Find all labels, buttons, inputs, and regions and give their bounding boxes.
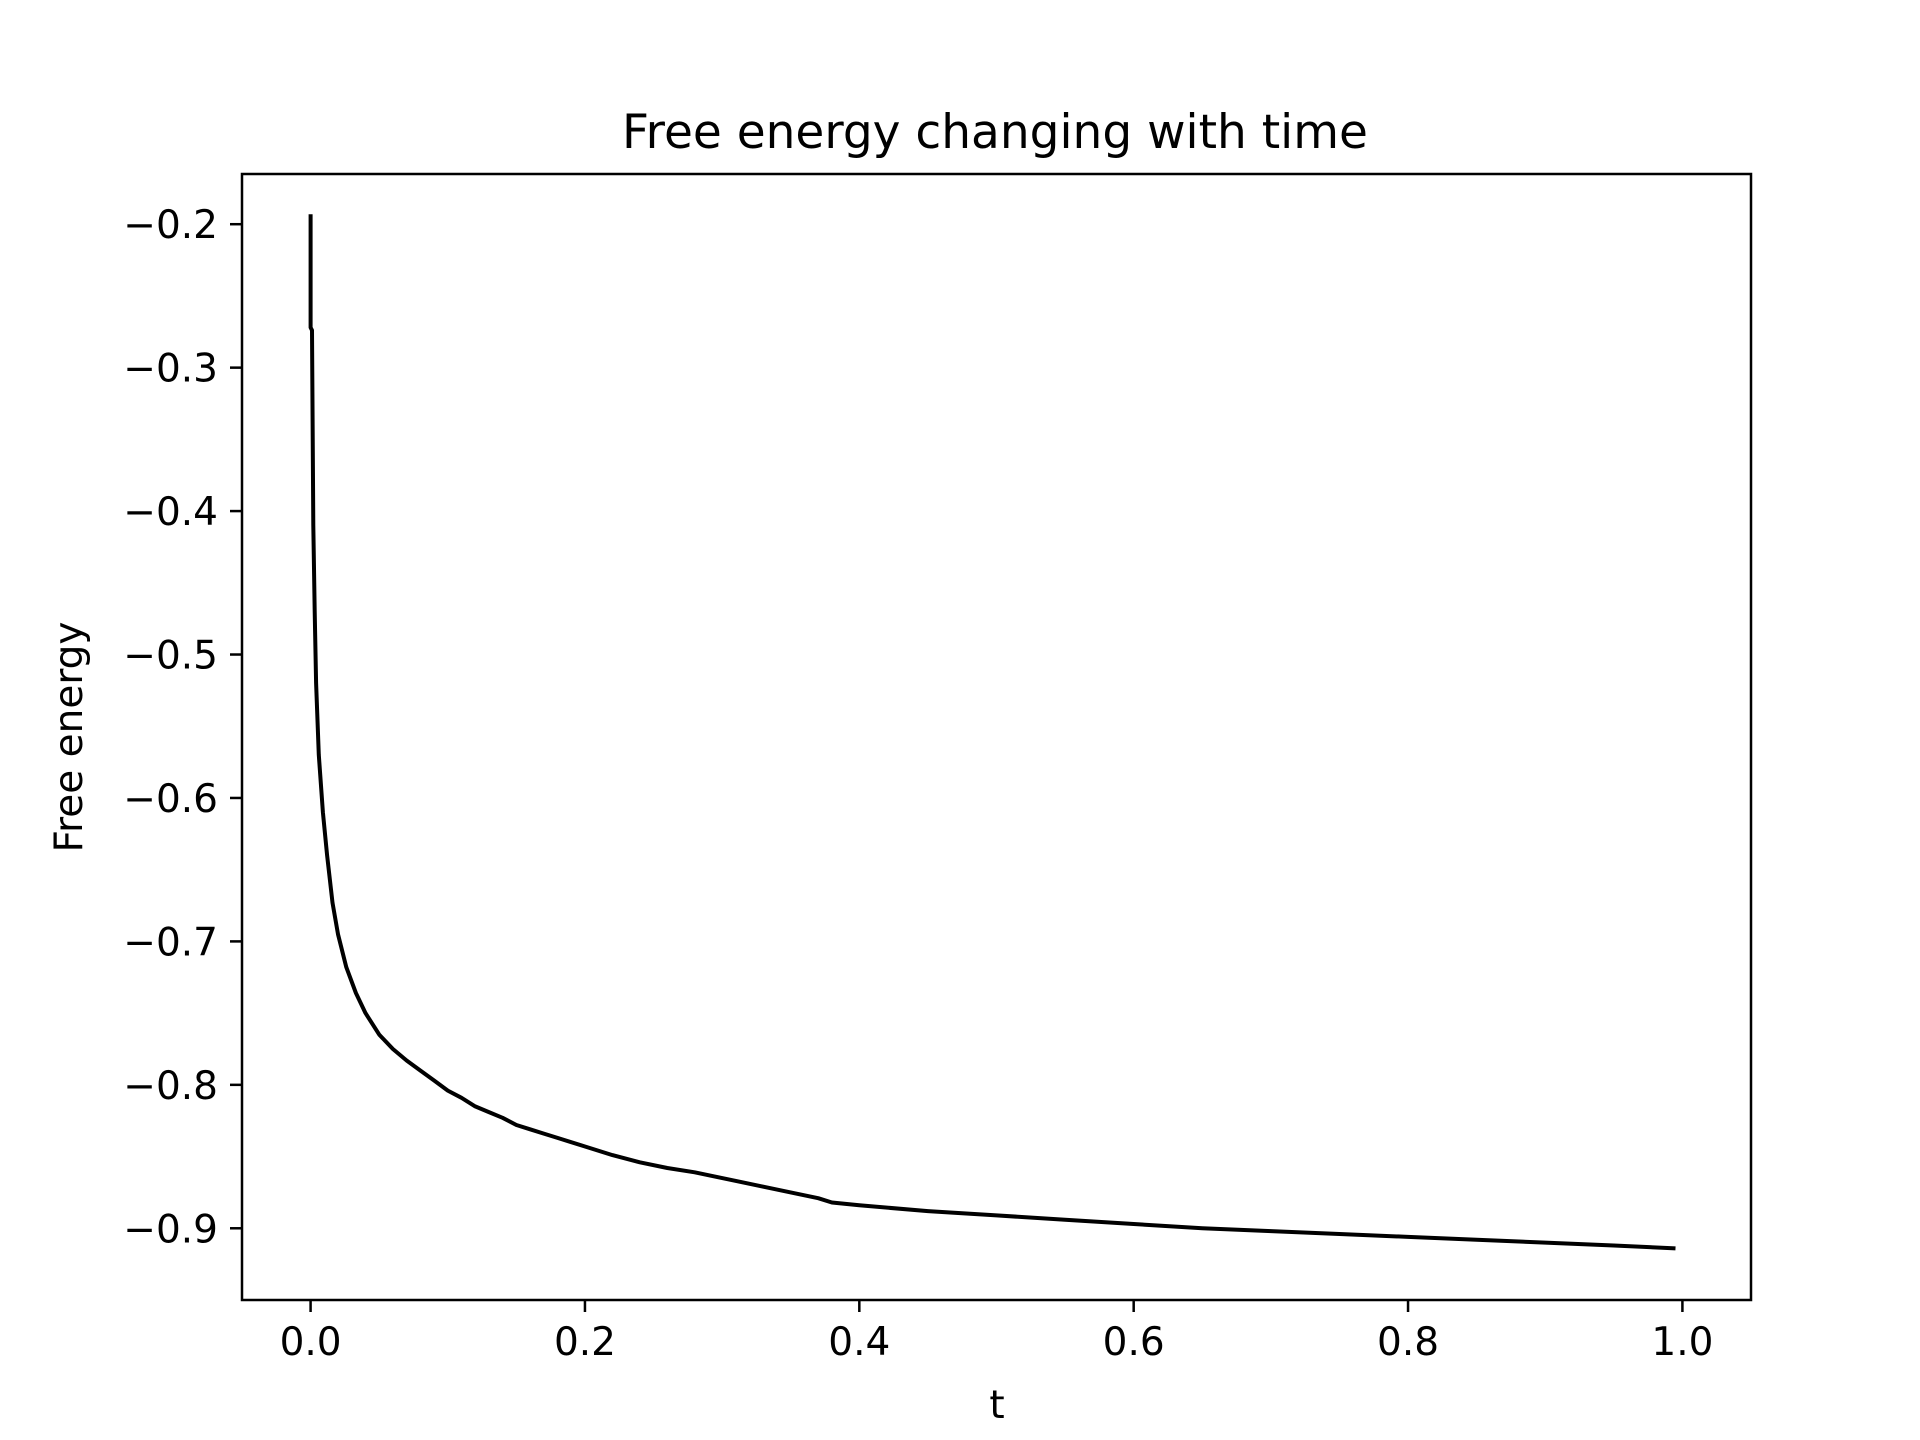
y-tick-label: −0.2 <box>123 203 218 248</box>
x-tick-label: 0.6 <box>1103 1320 1165 1365</box>
x-axis-title: t <box>989 1383 1004 1428</box>
y-tick-label: −0.5 <box>123 634 218 679</box>
y-tick-label: −0.4 <box>123 490 218 535</box>
y-axis-title: Free energy <box>47 621 92 852</box>
y-tick-label: −0.3 <box>123 347 218 392</box>
y-tick-label: −0.7 <box>123 920 218 965</box>
plot-area-frame <box>240 172 1753 1302</box>
x-axis-ticks: 0.0 0.2 0.4 0.6 0.8 1.0 <box>280 1300 1713 1365</box>
x-tick-label: 0.8 <box>1377 1320 1439 1365</box>
x-tick-label: 1.0 <box>1651 1320 1713 1365</box>
chart-title: Free energy changing with time <box>622 105 1368 160</box>
y-axis-ticks: −0.2 −0.3 −0.4 −0.5 −0.6 −0.7 −0.8 −0.9 <box>123 203 242 1252</box>
y-tick-label: −0.8 <box>123 1064 218 1109</box>
y-tick-label: −0.6 <box>123 777 218 822</box>
y-tick-label: −0.9 <box>123 1207 218 1252</box>
x-tick-label: 0.0 <box>280 1320 342 1365</box>
x-tick-label: 0.2 <box>554 1320 616 1365</box>
x-tick-label: 0.4 <box>828 1320 890 1365</box>
series-line-free-energy <box>308 214 1676 1251</box>
